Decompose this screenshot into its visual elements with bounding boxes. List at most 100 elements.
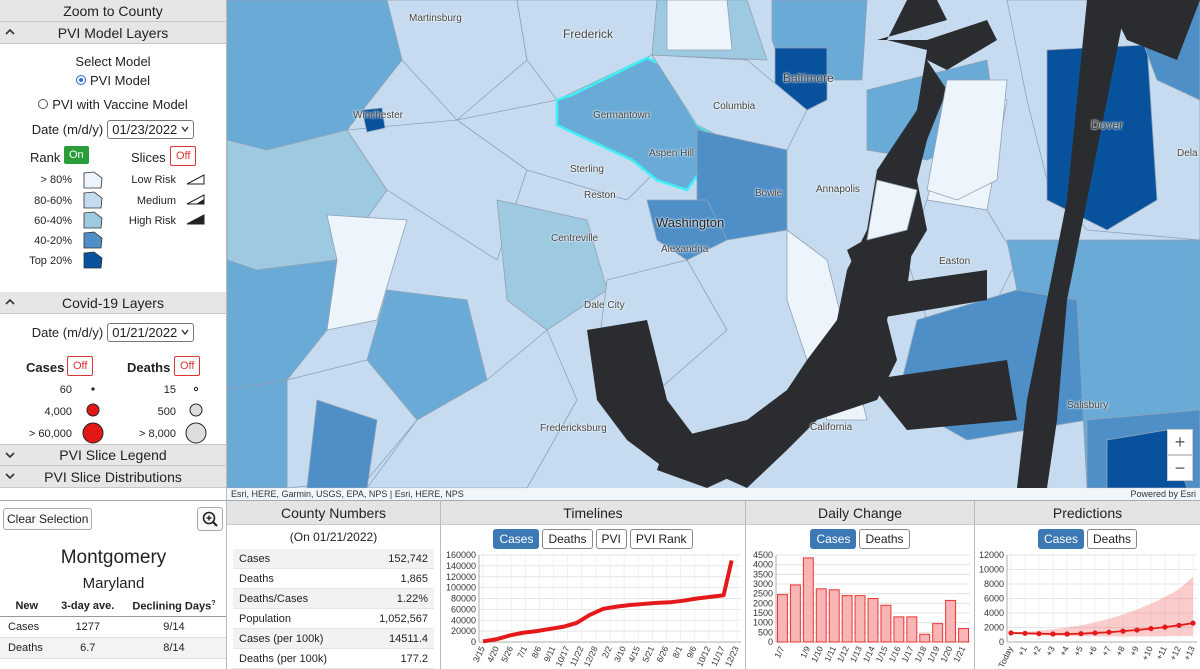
zoom-in-magnifier-icon[interactable] [197,507,223,531]
stat-row: Cases (per 100k) 14511.4 [233,629,434,649]
daily-bar [880,604,892,643]
predictions-buttons: Cases Deaths [975,529,1200,549]
rank-toggle[interactable]: On [64,146,89,164]
radio-unchecked-icon[interactable] [38,99,49,109]
daily-y-tick-label: 2500 [753,589,773,599]
row-avg: 1277 [53,616,122,638]
covid-date-select[interactable]: 01/21/2022 [107,322,195,342]
zoom-in-button[interactable]: + [1167,429,1193,455]
cases-size-label: 60 [59,384,72,396]
daily-y-tick-label: 3000 [753,579,773,589]
daily-cases-button[interactable]: Cases [810,529,857,549]
deaths-size-label: 500 [157,406,176,418]
circle-medium-icon [86,403,100,417]
pvi-slice-distributions-header[interactable]: PVI Slice Distributions [0,466,226,488]
daily-bar [828,589,840,643]
slices-toggle[interactable]: Off [170,146,197,166]
clear-selection-button[interactable]: Clear Selection [3,508,93,530]
low-risk-wedge-icon [186,174,205,185]
map-canvas[interactable] [227,0,1200,500]
zoom-to-county-header[interactable]: Zoom to County [0,0,226,22]
daily-bar [906,616,918,643]
rank-legend-label: > 80% [40,174,73,186]
daily-chart-box: 0 500 1000 1500 2000 2500 3000 3500 4000 4500 1/7 1… [746,549,974,669]
chevron-down-icon [5,473,15,480]
panel-title: Timelines [441,501,745,525]
chevron-up-icon [5,298,15,305]
stat-value: 1.22% [396,592,428,605]
map-label: Sterling [570,164,604,175]
daily-bar [789,584,801,643]
stat-row: Deaths (per 100k) 177.2 [233,649,434,669]
row-label: Deaths [0,637,54,659]
rank-swatches [83,171,103,269]
map-label: Dover [1091,118,1124,132]
cases-size-label: 4,000 [44,406,72,418]
map-label: Baltimore [783,71,834,85]
stat-label: Cases (per 100k) [239,632,324,645]
predictions-x-tick-label: +4 [1058,644,1071,657]
map-label: Fredericksburg [540,423,607,434]
pvi-slice-legend-header[interactable]: PVI Slice Legend [0,444,226,466]
model-option-pvi-vaccine[interactable]: PVI with Vaccine Model [0,94,226,114]
stat-label: Cases [239,552,271,565]
timeline-x-tick-label: 3/15 [471,644,487,663]
timeline-x-tick-label: 4/20 [485,644,501,663]
row-declining: 9/14 [121,616,226,638]
rank-swatch-2 [83,191,103,209]
daily-bar [802,557,814,643]
predictions-x-tick-label: +10 [1140,644,1155,662]
zoom-out-button[interactable]: − [1167,455,1193,481]
timeline-x-tick-label: 9/6 [684,644,698,659]
daily-x-tick-label: 1/9 [798,644,812,659]
row-avg: 6.7 [53,637,122,659]
model-option-label: PVI with Vaccine Model [52,96,188,112]
daily-deaths-button[interactable]: Deaths [859,529,910,549]
panel-title: Daily Change [746,501,974,525]
timeline-x-tick-label: 4/15 [626,644,642,663]
timeline-cases-button[interactable]: Cases [493,529,540,549]
timeline-y-tick-label: 40000 [451,615,476,625]
pvi-model-layers-header[interactable]: PVI Model Layers [0,22,226,44]
predictions-x-tick-label: +9 [1128,644,1141,657]
covid-layers-header[interactable]: Covid-19 Layers [0,292,226,314]
timeline-x-tick-label: 7/1 [515,644,529,659]
cases-label: Cases [26,360,65,375]
date-label: Date (m/d/y) [31,121,104,137]
daily-y-tick-label: 3500 [753,569,773,579]
timeline-pvi-button[interactable]: PVI [595,529,627,549]
predictions-cases-button[interactable]: Cases [1037,529,1084,549]
predictions-x-tick-label: +12 [1168,644,1183,662]
rank-swatch-4 [83,231,103,249]
covid-date-value: 01/21/2022 [112,324,178,340]
daily-x-tick-label: 1/7 [772,644,786,659]
timeline-series-line [482,559,734,644]
cases-toggle[interactable]: Off [67,356,94,376]
prediction-point [1120,628,1126,634]
predictions-x-tick-label: +6 [1086,644,1099,657]
choropleth-map[interactable]: Martinsburg Frederick Baltimore Winchest… [227,0,1200,500]
predictions-deaths-button[interactable]: Deaths [1086,529,1138,549]
slices-label: Slices [131,150,166,165]
radio-checked-icon[interactable] [76,75,86,85]
predictions-x-tick-label: +2 [1030,644,1043,657]
powered-by-text[interactable]: Powered by Esri [1130,489,1196,499]
model-option-pvi[interactable]: PVI Model [0,70,226,90]
predictions-y-tick-label: 6000 [984,594,1004,604]
timeline-pvi-rank-button[interactable]: PVI Rank [629,529,693,549]
stat-row: Deaths 1,865 [233,569,434,589]
prediction-point [1148,625,1154,632]
prediction-point [1190,620,1196,626]
col-header: Declining Days? [121,597,226,617]
circle-large-icon [185,422,207,444]
rank-legend-label: 40-20% [34,235,72,247]
prediction-band [1011,576,1193,637]
date-label: Date (m/d/y) [31,324,104,340]
prediction-point [1036,631,1042,637]
help-icon[interactable]: ? [211,600,216,607]
pvi-date-select[interactable]: 01/23/2022 [107,119,195,139]
timeline-y-tick-label: 20000 [451,626,476,636]
deaths-toggle[interactable]: Off [174,356,201,376]
timeline-deaths-button[interactable]: Deaths [542,529,593,549]
predictions-x-tick-label: +11 [1154,644,1169,661]
